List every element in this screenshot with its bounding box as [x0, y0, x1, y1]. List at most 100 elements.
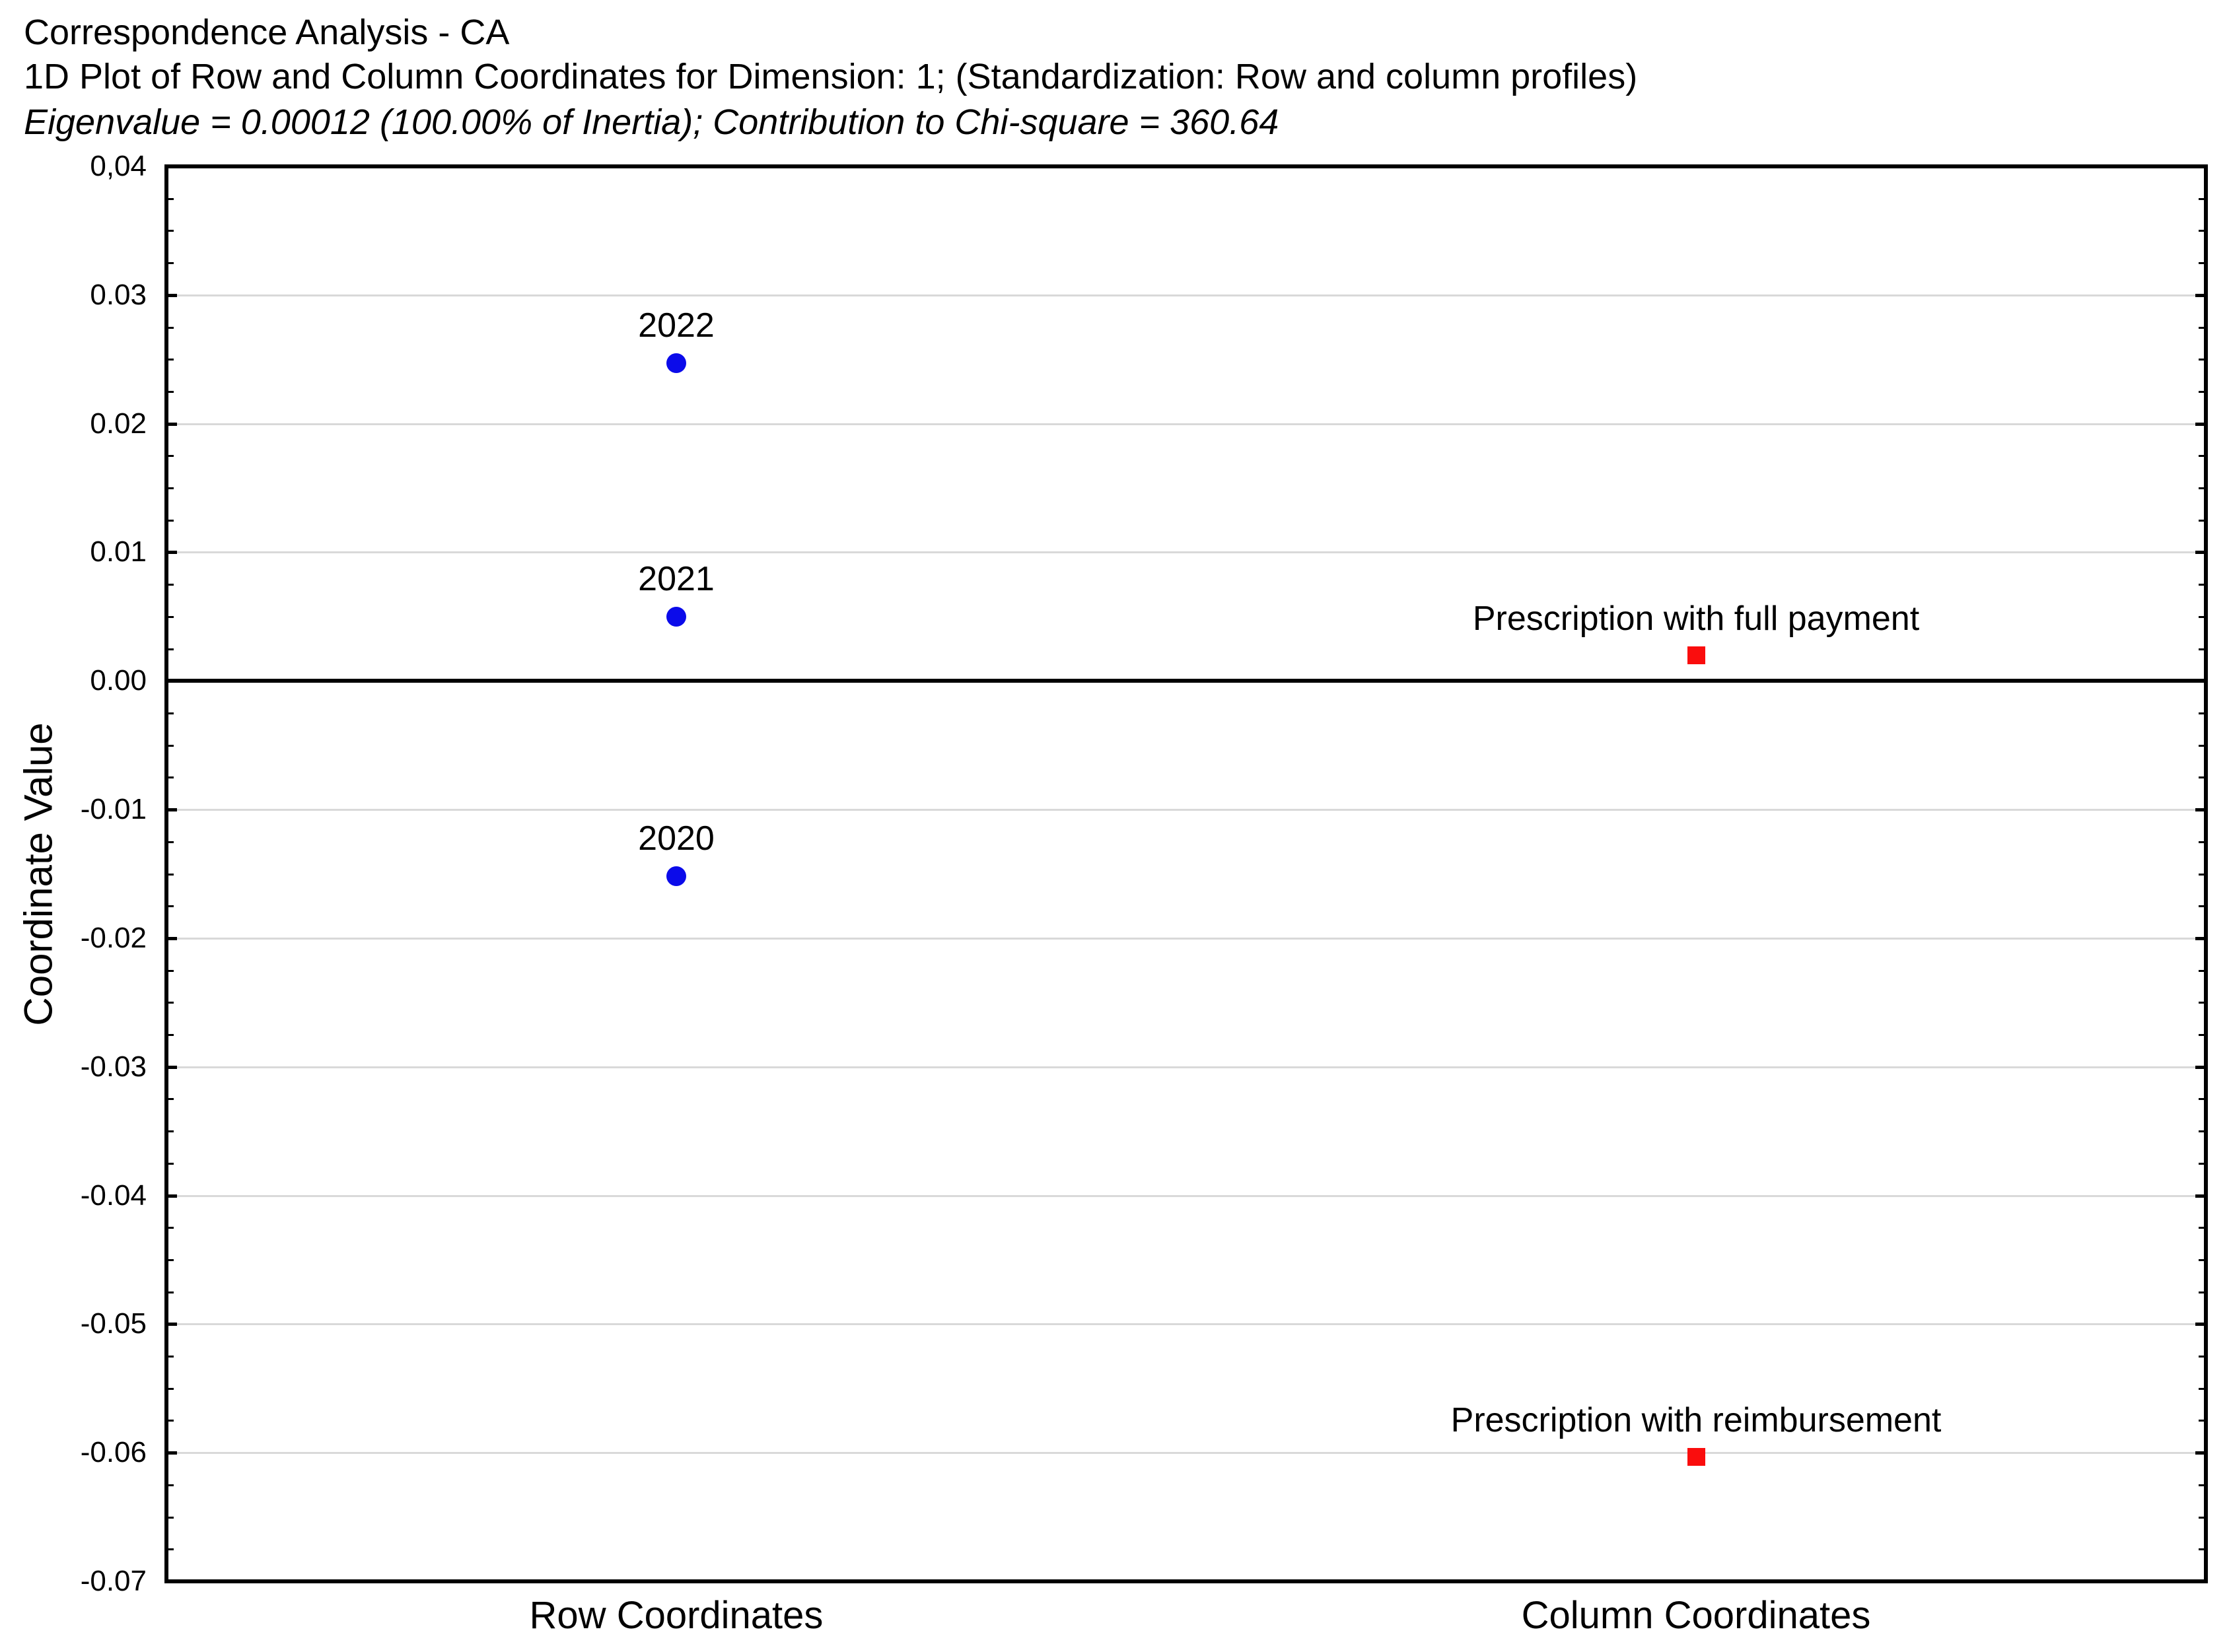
y-tick-label: -0.04	[80, 1179, 147, 1212]
y-gridline	[168, 1323, 2204, 1326]
y-major-tick-right	[2195, 679, 2204, 683]
y-minor-tick-left	[168, 648, 174, 650]
y-minor-tick-right	[2199, 197, 2204, 200]
y-minor-tick-left	[168, 1098, 174, 1101]
y-major-tick-left	[168, 1451, 177, 1455]
y-minor-tick-right	[2199, 1130, 2204, 1133]
y-major-tick-right	[2195, 1194, 2204, 1198]
y-minor-tick-left	[168, 744, 174, 747]
y-minor-tick-left	[168, 1516, 174, 1519]
y-minor-tick-right	[2199, 615, 2204, 618]
y-tick-label: -0.01	[80, 793, 147, 826]
data-point-marker-2020	[666, 866, 686, 887]
y-minor-tick-right	[2199, 262, 2204, 265]
y-minor-tick-left	[168, 1002, 174, 1004]
x-category-label-column-coordinates: Column Coordinates	[1521, 1594, 1871, 1637]
data-point-marker-2022	[666, 353, 686, 374]
y-minor-tick-left	[168, 1227, 174, 1229]
data-point-marker-prescription-with-reimbursement	[1687, 1447, 1705, 1466]
y-tick-label: -0.06	[80, 1436, 147, 1469]
data-point-marker-prescription-with-full-payment	[1687, 646, 1705, 664]
y-minor-tick-right	[2199, 648, 2204, 650]
data-point-label-prescription-with-reimbursement: Prescription with reimbursement	[1450, 1400, 1942, 1439]
y-major-tick-right	[2195, 422, 2204, 426]
y-minor-tick-left	[168, 262, 174, 265]
y-minor-tick-right	[2199, 359, 2204, 361]
data-point-label-2021: 2021	[638, 559, 715, 598]
y-minor-tick-left	[168, 197, 174, 200]
y-minor-tick-right	[2199, 1420, 2204, 1422]
y-tick-label: -0.02	[80, 921, 147, 954]
y-minor-tick-left	[168, 359, 174, 361]
y-minor-tick-left	[168, 390, 174, 393]
y-minor-tick-right	[2199, 455, 2204, 458]
zero-line	[168, 679, 2204, 683]
y-minor-tick-left	[168, 712, 174, 714]
data-point-label-2022: 2022	[638, 306, 715, 345]
y-minor-tick-right	[2199, 873, 2204, 876]
y-minor-tick-right	[2199, 1034, 2204, 1037]
chart-title: Correspondence Analysis - CA	[24, 13, 510, 52]
y-minor-tick-left	[168, 1258, 174, 1261]
y-minor-tick-left	[168, 1484, 174, 1486]
x-category-label-row-coordinates: Row Coordinates	[529, 1594, 824, 1637]
y-gridline	[168, 423, 2204, 425]
y-minor-tick-right	[2199, 1516, 2204, 1519]
y-gridline	[168, 809, 2204, 811]
y-minor-tick-right	[2199, 1356, 2204, 1358]
y-minor-tick-left	[168, 487, 174, 490]
y-major-tick-left	[168, 293, 177, 297]
y-minor-tick-right	[2199, 1002, 2204, 1004]
y-gridline	[168, 937, 2204, 940]
y-major-tick-right	[2195, 1323, 2204, 1326]
y-gridline	[168, 1452, 2204, 1455]
y-tick-label: 0,04	[90, 150, 147, 182]
y-minor-tick-right	[2199, 712, 2204, 714]
y-tick-label: 0.02	[90, 407, 147, 440]
y-gridline	[168, 551, 2204, 554]
y-minor-tick-left	[168, 455, 174, 458]
y-major-tick-left	[168, 1065, 177, 1069]
y-major-tick-right	[2195, 1451, 2204, 1455]
y-minor-tick-right	[2199, 519, 2204, 522]
y-minor-tick-right	[2199, 1162, 2204, 1165]
y-minor-tick-right	[2199, 1548, 2204, 1551]
y-minor-tick-right	[2199, 1227, 2204, 1229]
y-minor-tick-left	[168, 1130, 174, 1133]
y-minor-tick-right	[2199, 326, 2204, 329]
y-minor-tick-left	[168, 776, 174, 779]
y-minor-tick-left	[168, 1548, 174, 1551]
y-minor-tick-left	[168, 519, 174, 522]
y-minor-tick-right	[2199, 487, 2204, 490]
data-point-label-2020: 2020	[638, 819, 715, 858]
data-point-marker-2021	[666, 606, 686, 627]
y-major-tick-right	[2195, 293, 2204, 297]
y-minor-tick-right	[2199, 776, 2204, 779]
y-gridline	[168, 294, 2204, 296]
y-minor-tick-right	[2199, 390, 2204, 393]
y-minor-tick-right	[2199, 905, 2204, 908]
data-point-label-prescription-with-full-payment: Prescription with full payment	[1472, 599, 1920, 638]
y-minor-tick-left	[168, 1356, 174, 1358]
y-minor-tick-left	[168, 873, 174, 876]
y-major-tick-right	[2195, 551, 2204, 555]
y-major-tick-right	[2195, 1065, 2204, 1069]
y-major-tick-right	[2195, 808, 2204, 812]
y-minor-tick-right	[2199, 1258, 2204, 1261]
y-minor-tick-left	[168, 969, 174, 972]
chart-stats-line: Eigenvalue = 0.00012 (100.00% of Inertia…	[24, 102, 1279, 142]
y-tick-label: -0.03	[80, 1050, 147, 1083]
y-minor-tick-left	[168, 1387, 174, 1390]
y-minor-tick-right	[2199, 841, 2204, 843]
y-major-tick-left	[168, 808, 177, 812]
y-major-tick-right	[2195, 936, 2204, 940]
y-gridline	[168, 1194, 2204, 1197]
y-major-tick-left	[168, 1323, 177, 1326]
y-minor-tick-right	[2199, 1291, 2204, 1293]
y-minor-tick-right	[2199, 1098, 2204, 1101]
y-minor-tick-left	[168, 1162, 174, 1165]
y-minor-tick-left	[168, 841, 174, 843]
y-minor-tick-right	[2199, 230, 2204, 232]
y-minor-tick-left	[168, 230, 174, 232]
